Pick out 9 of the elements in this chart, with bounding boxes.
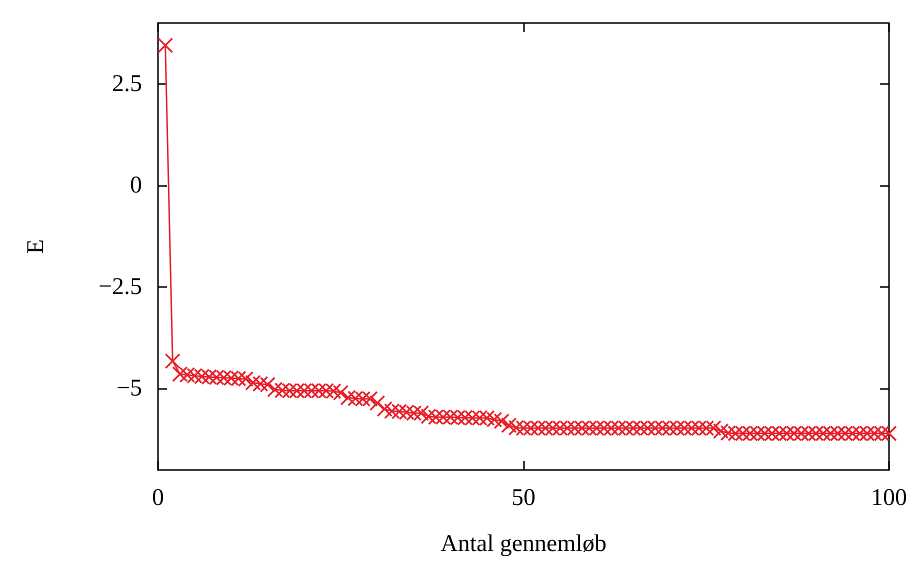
- y-axis-title: E: [23, 239, 49, 254]
- x-tick-label: 50: [512, 485, 536, 511]
- x-axis-title: Antal gennemløb: [440, 531, 606, 557]
- y-tick-label: 2.5: [112, 70, 142, 97]
- y-tick-label: −5: [116, 376, 142, 402]
- x-tick-label: 100: [871, 485, 907, 511]
- y-tick-label: 0: [130, 172, 142, 199]
- x-tick-label: 0: [152, 485, 164, 511]
- y-tick-label: −2.5: [98, 274, 142, 300]
